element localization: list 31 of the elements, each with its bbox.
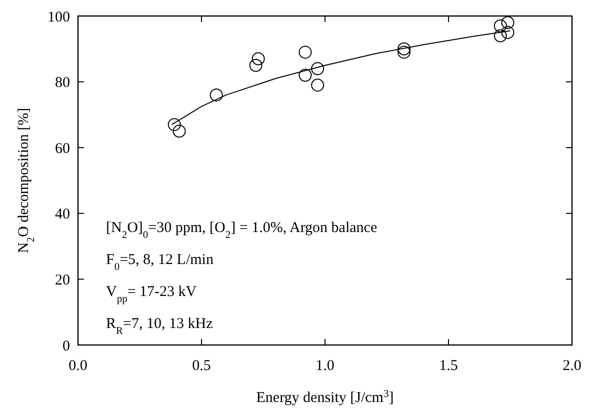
point — [494, 29, 507, 42]
x-tick-label: 1.5 — [439, 358, 458, 374]
point — [298, 68, 312, 82]
point — [252, 52, 265, 66]
point — [210, 88, 223, 102]
x-tick-label: 2.0 — [562, 358, 582, 374]
x-tick-label: 0.5 — [192, 358, 211, 374]
point — [168, 118, 181, 132]
point — [311, 62, 324, 76]
y-tick-label: 0 — [62, 338, 70, 354]
point — [501, 26, 514, 39]
point — [172, 124, 186, 138]
x-axis-title: Energy density [J/cm$^{3}$] — [256, 388, 394, 406]
point — [311, 78, 324, 92]
point — [494, 19, 507, 32]
point — [398, 42, 411, 56]
x-tick-label: 1.0 — [316, 358, 334, 374]
point — [249, 58, 262, 72]
annotation: V$_{pp}$= 17-23 kV — [106, 284, 197, 304]
annotation: [N$_{2}$O]$_{0}$=30 ppm, [O$_{2}$] = 1.0%, Argon balance — [106, 220, 378, 240]
x-tick-label: 0.0 — [68, 358, 88, 374]
annotation: F$_{0}$=5, 8, 12 L/min — [106, 252, 214, 272]
point — [298, 46, 312, 59]
y-tick-label: 40 — [55, 206, 70, 223]
y-tick-label: 20 — [55, 272, 70, 288]
point — [501, 16, 514, 30]
y-tick-label: 80 — [55, 75, 70, 92]
y-tick-label: 60 — [55, 140, 70, 157]
y-tick-label: 100 — [48, 9, 70, 26]
point — [398, 46, 411, 59]
annotation: R$_{R}$=7, 10, 13 kHz — [106, 316, 214, 336]
